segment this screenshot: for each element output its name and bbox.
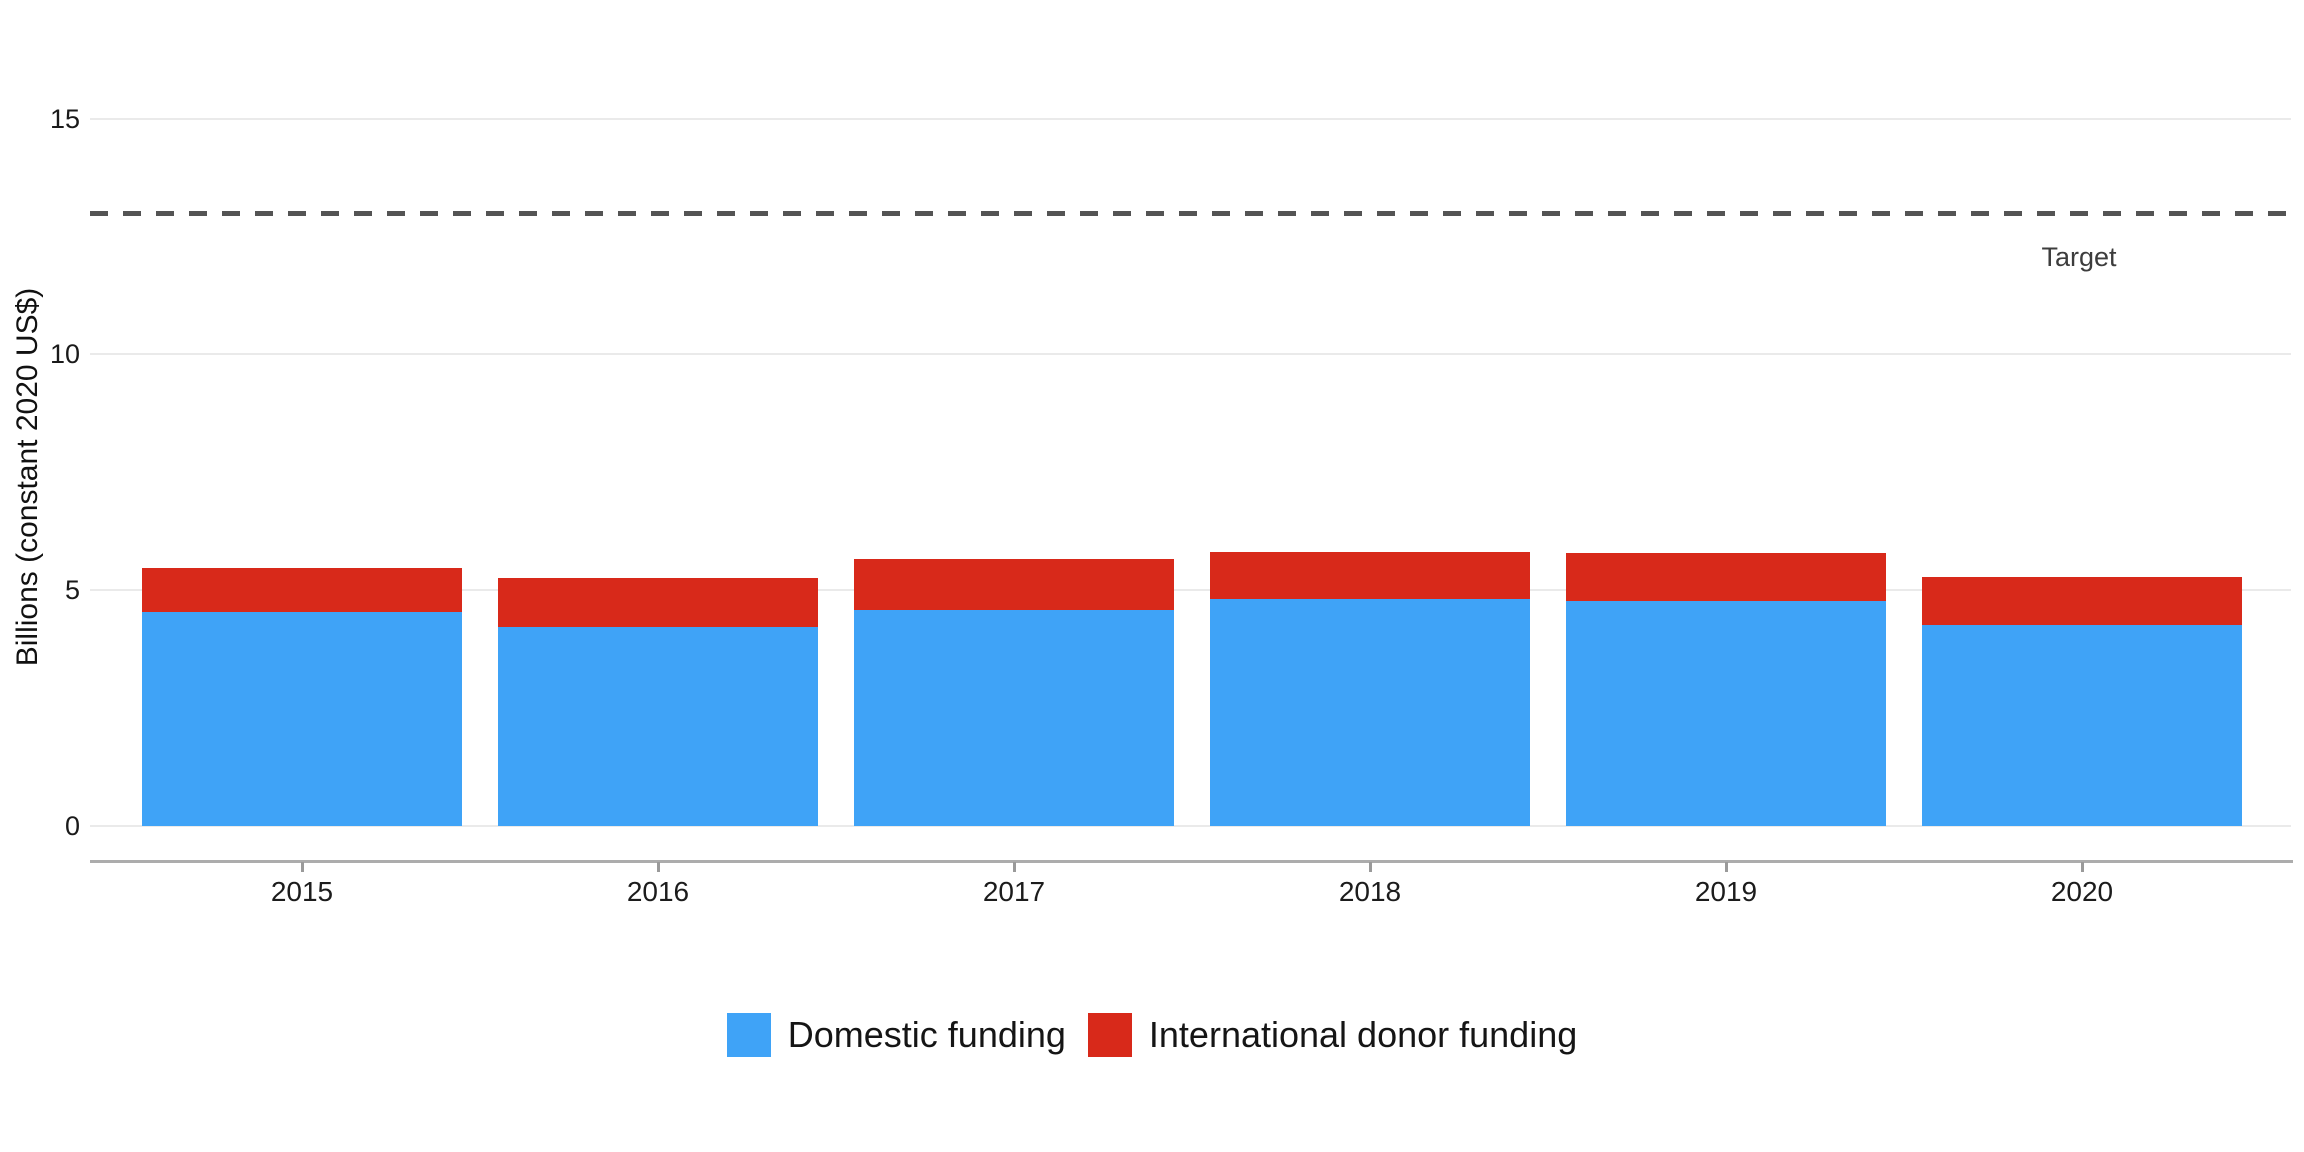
x-tick-mark-2020 [2081,862,2084,872]
bar-segment-domestic-2016 [498,626,818,826]
bar-group-2018 [1210,552,1530,826]
gridline-y-10 [90,353,2291,356]
legend: Domestic funding International donor fund… [0,1013,2304,1057]
x-tick-mark-2019 [1725,862,1728,872]
legend-item-international: International donor funding [1087,1013,1578,1057]
y-tick-label-5: 5 [64,575,80,606]
legend-item-domestic: Domestic funding [726,1013,1066,1057]
x-tick-label-2018: 2018 [1338,876,1402,907]
bar-group-2016 [498,577,818,826]
bar-group-2017 [854,558,1174,826]
bar-group-2020 [1922,577,2242,826]
legend-label: International donor funding [1148,1014,1578,1055]
bar-segment-domestic-2019 [1566,601,1886,826]
bar-segment-domestic-2020 [1922,625,2242,826]
gridline-y-15 [90,117,2291,120]
x-tick-label-2015: 2015 [270,876,334,907]
x-tick-mark-2017 [1013,862,1016,872]
x-tick-mark-2016 [657,862,660,872]
bar-segment-international-2017 [854,558,1174,610]
x-tick-mark-2015 [301,862,304,872]
x-tick-mark-2018 [1369,862,1372,872]
target-dashed-line [90,210,2291,216]
gridline-y-5 [90,589,2291,592]
bar-segment-international-2020 [1922,577,2242,626]
legend-swatch-icon [1087,1013,1132,1057]
bar-segment-international-2016 [498,577,818,627]
bar-group-2019 [1566,553,1886,826]
target-line-label: Target [2041,242,2117,272]
y-tick-label-10: 10 [49,339,80,370]
legend-label: Domestic funding [787,1014,1066,1055]
legend-swatch-icon [726,1013,771,1057]
x-tick-label-2017: 2017 [982,876,1046,907]
y-tick-label-15: 15 [49,103,80,134]
bar-segment-domestic-2017 [854,610,1174,826]
x-axis-line [90,860,2293,863]
x-tick-label-2020: 2020 [2050,876,2114,907]
bar-segment-international-2018 [1210,552,1530,600]
bar-segment-domestic-2018 [1210,599,1530,826]
x-tick-label-2019: 2019 [1694,876,1758,907]
bar-segment-international-2015 [142,568,462,612]
gridline-y-0 [90,825,2291,827]
bar-segment-international-2019 [1566,553,1886,602]
x-tick-label-2016: 2016 [626,876,690,907]
bar-segment-domestic-2015 [142,611,462,826]
bar-group-2015 [142,568,462,826]
y-tick-label-0: 0 [64,811,80,841]
